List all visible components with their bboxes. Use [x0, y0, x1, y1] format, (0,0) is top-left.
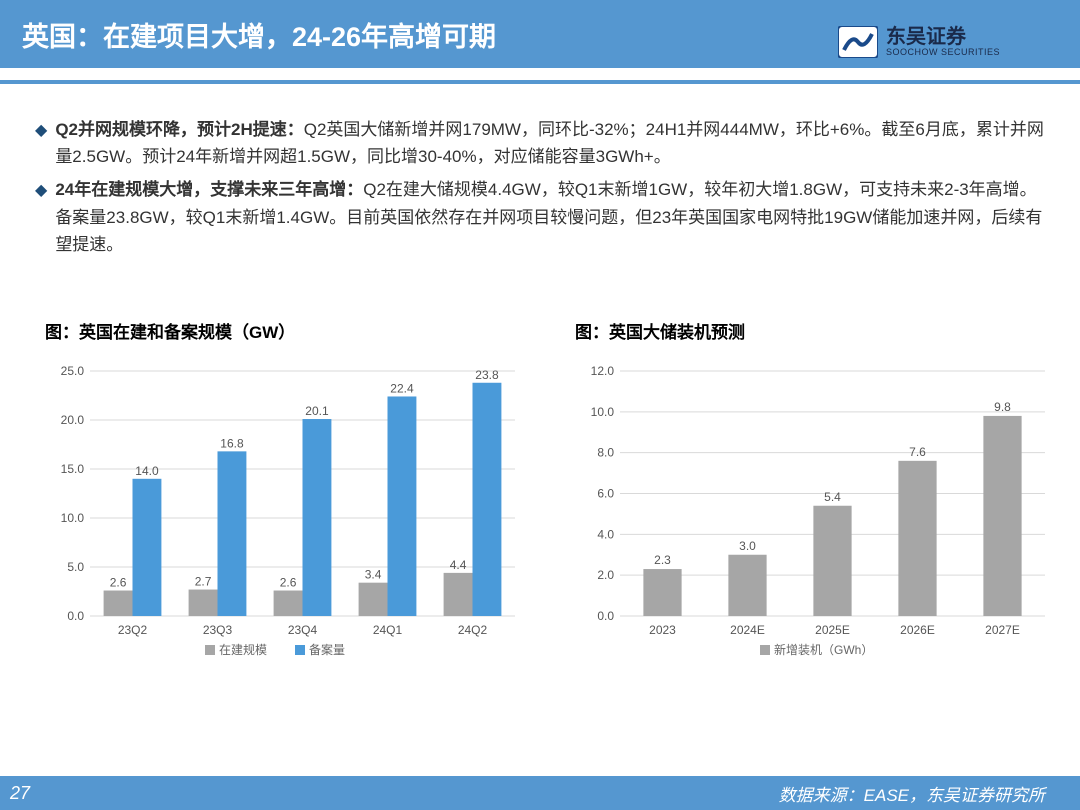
logo-text-en: SOOCHOW SECURITIES [886, 47, 1000, 57]
svg-text:24Q2: 24Q2 [458, 623, 488, 637]
svg-text:3.4: 3.4 [365, 568, 382, 582]
svg-text:16.8: 16.8 [220, 436, 244, 450]
chart-left-title: 图：英国在建和备案规模（GW） [45, 318, 525, 343]
page-title: 英国：在建项目大增，24-26年高增可期 [22, 15, 496, 54]
svg-text:23Q3: 23Q3 [203, 623, 233, 637]
svg-text:在建规模: 在建规模 [219, 642, 267, 657]
svg-text:22.4: 22.4 [390, 381, 414, 395]
svg-text:23Q4: 23Q4 [288, 623, 318, 637]
bullet-list: ◆Q2并网规模环降，预计2H提速：Q2英国大储新增并网179MW，同环比-32%… [35, 116, 1045, 258]
content-area: ◆Q2并网规模环降，预计2H提速：Q2英国大储新增并网179MW，同环比-32%… [0, 84, 1080, 671]
svg-text:8.0: 8.0 [597, 446, 614, 460]
bullet-item: ◆24年在建规模大增，支撑未来三年高增：Q2在建大储规模4.4GW，较Q1末新增… [35, 176, 1045, 258]
svg-text:2.7: 2.7 [195, 574, 212, 588]
svg-text:4.4: 4.4 [450, 558, 467, 572]
svg-text:0.0: 0.0 [67, 609, 84, 623]
svg-text:9.8: 9.8 [994, 400, 1011, 414]
footer-bar: 27 数据来源：EASE，东吴证券研究所 [0, 776, 1080, 810]
logo-icon [838, 26, 878, 58]
page-number: 27 [10, 783, 30, 804]
logo-text-cn: 东吴证券 [886, 27, 1000, 47]
svg-text:0.0: 0.0 [597, 609, 614, 623]
svg-text:新增装机（GWh）: 新增装机（GWh） [774, 642, 873, 657]
svg-text:15.0: 15.0 [61, 462, 85, 476]
bullet-item: ◆Q2并网规模环降，预计2H提速：Q2英国大储新增并网179MW，同环比-32%… [35, 116, 1045, 170]
svg-text:2.6: 2.6 [280, 575, 297, 589]
bullet-text: Q2并网规模环降，预计2H提速：Q2英国大储新增并网179MW，同环比-32%；… [55, 116, 1045, 170]
svg-text:5.0: 5.0 [67, 560, 84, 574]
svg-text:备案量: 备案量 [309, 642, 345, 657]
svg-text:2026E: 2026E [900, 623, 935, 637]
svg-text:14.0: 14.0 [135, 464, 159, 478]
brand-logo: 东吴证券 SOOCHOW SECURITIES [838, 26, 1058, 58]
bullet-icon: ◆ [35, 178, 47, 258]
svg-text:24Q1: 24Q1 [373, 623, 403, 637]
chart-right-title: 图：英国大储装机预测 [575, 318, 1055, 343]
svg-text:10.0: 10.0 [61, 511, 85, 525]
bullet-text: 24年在建规模大增，支撑未来三年高增：Q2在建大储规模4.4GW，较Q1末新增1… [55, 176, 1045, 258]
svg-text:20.0: 20.0 [61, 413, 85, 427]
svg-text:20.1: 20.1 [305, 404, 329, 418]
svg-text:7.6: 7.6 [909, 445, 926, 459]
bullet-bold: 24年在建规模大增，支撑未来三年高增： [55, 180, 363, 199]
svg-text:23.8: 23.8 [475, 368, 499, 382]
bullet-icon: ◆ [35, 118, 47, 170]
bullet-bold: Q2并网规模环降，预计2H提速： [55, 120, 303, 139]
charts-row: 图：英国在建和备案规模（GW） 0.0 5.0 10.0 15.0 20.0 25.0 2.… [35, 318, 1045, 671]
chart-right: 图：英国大储装机预测 0.0 2.0 4.0 6.0 8.0 10.0 12.0 2.3 202… [575, 318, 1055, 671]
svg-text:4.0: 4.0 [597, 527, 614, 541]
svg-text:25.0: 25.0 [61, 364, 85, 378]
svg-text:12.0: 12.0 [591, 364, 615, 378]
svg-text:23Q2: 23Q2 [118, 623, 148, 637]
svg-text:2.6: 2.6 [110, 575, 127, 589]
svg-text:2024E: 2024E [730, 623, 765, 637]
svg-text:5.4: 5.4 [824, 490, 841, 504]
svg-text:2.0: 2.0 [597, 568, 614, 582]
svg-text:6.0: 6.0 [597, 486, 614, 500]
chart-left-svg: 0.0 5.0 10.0 15.0 20.0 25.0 2.6 14.0 23Q2 2.7 16.8… [45, 361, 525, 671]
svg-text:2025E: 2025E [815, 623, 850, 637]
svg-text:3.0: 3.0 [739, 539, 756, 553]
chart-right-svg: 0.0 2.0 4.0 6.0 8.0 10.0 12.0 2.3 2023 3.0 2024E 5.… [575, 361, 1055, 671]
chart-left: 图：英国在建和备案规模（GW） 0.0 5.0 10.0 15.0 20.0 25.0 2.… [45, 318, 525, 671]
svg-text:10.0: 10.0 [591, 405, 615, 419]
svg-text:2023: 2023 [649, 623, 676, 637]
svg-text:2027E: 2027E [985, 623, 1020, 637]
data-source: 数据来源：EASE，东吴证券研究所 [779, 781, 1045, 806]
svg-text:2.3: 2.3 [654, 553, 671, 567]
